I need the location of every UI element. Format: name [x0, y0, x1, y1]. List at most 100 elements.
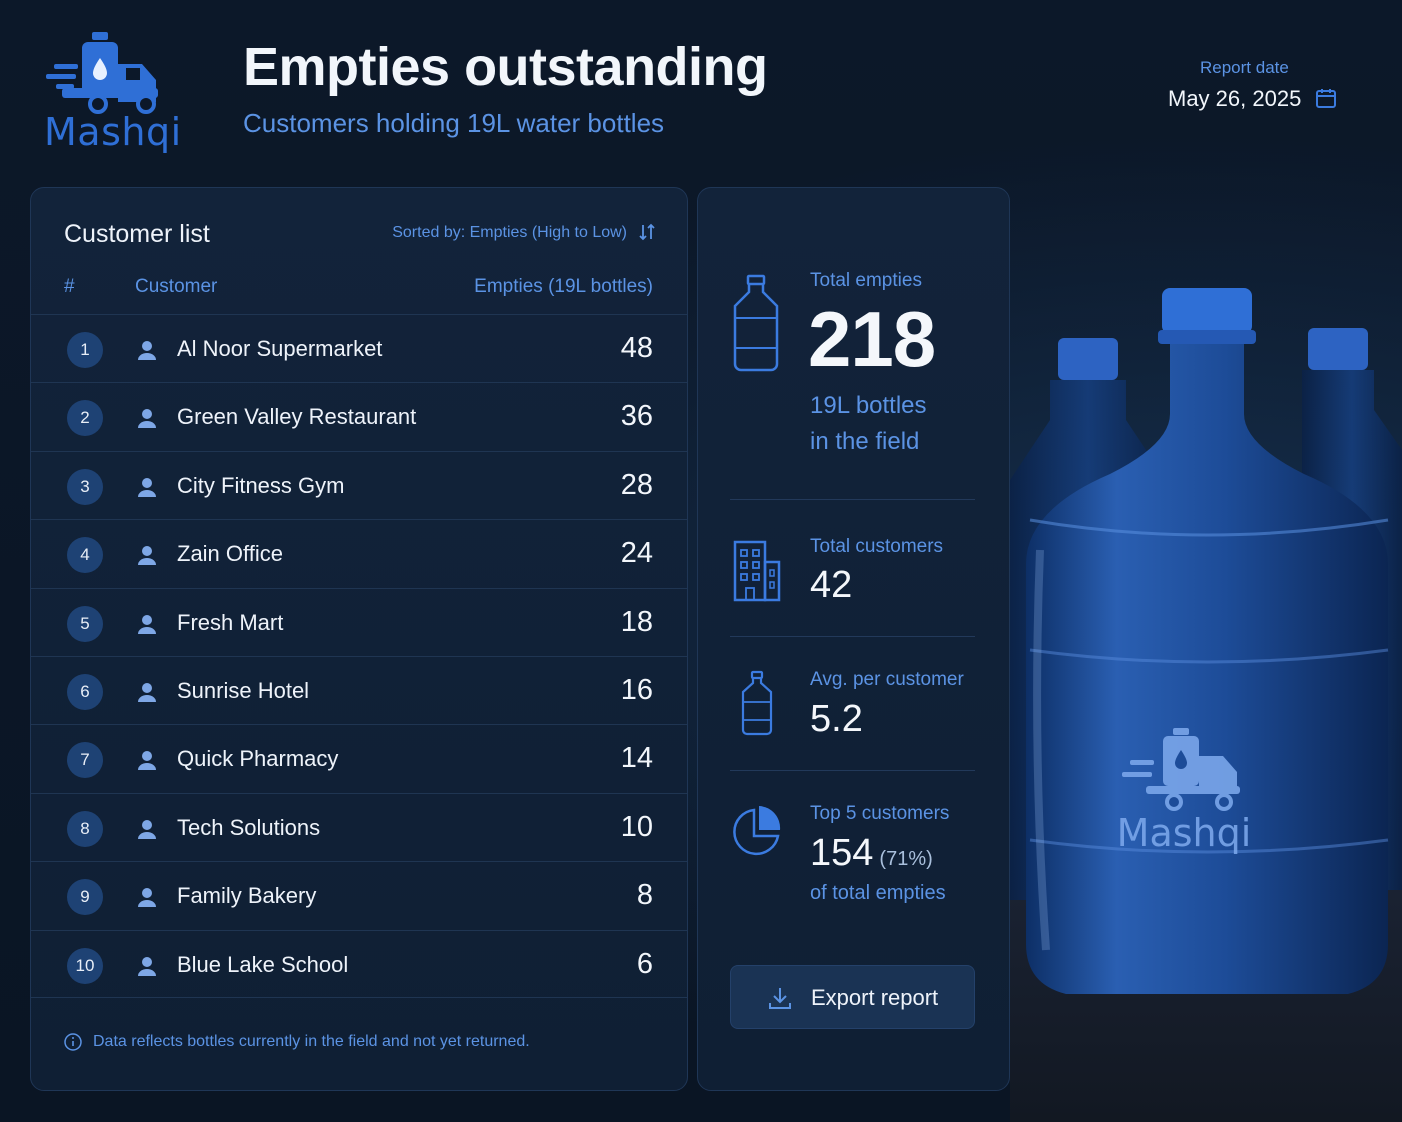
data-footnote: Data reflects bottles currently in the f… [93, 1033, 530, 1050]
empties-count: 24 [620, 537, 653, 570]
table-row[interactable]: 7 Quick Pharmacy 14 [31, 724, 687, 792]
empties-count: 28 [620, 468, 653, 501]
avg-per-customer-value: 5.2 [810, 698, 863, 740]
column-header-number: # [64, 276, 75, 297]
total-empties-label: Total empties [810, 270, 922, 291]
delivery-truck-icon [46, 32, 158, 114]
jug-highlight [1033, 549, 1050, 951]
user-icon [138, 751, 156, 771]
top5-percent: (71%) [879, 848, 933, 870]
rank-badge: 1 [67, 332, 103, 368]
user-icon [138, 409, 156, 429]
top5-label: Top 5 customers [810, 803, 950, 824]
rank-badge: 7 [67, 742, 103, 779]
customer-list-title: Customer list [64, 220, 210, 248]
table-row[interactable]: 10 Blue Lake School 6 [31, 929, 687, 998]
total-empties-sub-1: 19L bottles [810, 392, 927, 419]
rank-badge: 4 [67, 537, 103, 574]
sort-icon[interactable] [637, 222, 657, 242]
customer-name: Zain Office [177, 541, 283, 567]
table-row[interactable]: 9 Family Bakery 8 [31, 861, 687, 929]
rank-badge: 8 [67, 810, 103, 847]
table-row[interactable]: 6 Sunrise Hotel 16 [31, 655, 687, 724]
export-report-label: Export report [811, 985, 939, 1010]
table-row[interactable]: 3 City Fitness Gym 28 [31, 450, 687, 519]
rank-badge: 9 [67, 879, 103, 916]
summary-stats-panel: Total empties 218 19L bottles in the fie… [697, 187, 1010, 1091]
water-jug-image: Mashqi [1010, 288, 1402, 1122]
user-icon [138, 341, 156, 360]
table-row[interactable]: 2 Green Valley Restaurant 36 [31, 382, 687, 450]
customer-name: Blue Lake School [177, 951, 349, 977]
report-date-value[interactable]: May 26, 2025 [1168, 86, 1302, 111]
info-icon [64, 1033, 82, 1051]
calendar-icon[interactable] [1314, 86, 1338, 110]
jug-cap-ring [1158, 330, 1256, 344]
rank-badge: 5 [67, 605, 103, 642]
table-row[interactable]: 8 Tech Solutions 10 [31, 792, 687, 861]
customer-list-panel: Customer list Sorted by: Empties (High t… [30, 187, 688, 1091]
user-icon [138, 477, 156, 497]
top5-value: 154 [810, 832, 874, 874]
pie-chart-icon [733, 806, 781, 856]
customer-name: Tech Solutions [177, 814, 321, 840]
jug-logo-text: Mashqi [1117, 811, 1252, 855]
total-empties-sub-2: in the field [810, 428, 920, 455]
rank-badge: 10 [67, 947, 103, 984]
jug-body [1026, 344, 1388, 994]
small-bottle-icon [741, 670, 773, 736]
column-header-empties[interactable]: Empties (19L bottles) [474, 276, 653, 297]
customer-name: Quick Pharmacy [177, 746, 339, 772]
back-jug-cap [1058, 338, 1118, 380]
avg-per-customer-label: Avg. per customer [810, 669, 964, 690]
total-empties-value: 218 [808, 295, 936, 383]
customer-name: Sunrise Hotel [177, 677, 310, 703]
jug-cap [1162, 288, 1252, 334]
jug-logo: Mashqi [1117, 728, 1252, 855]
sort-control[interactable]: Sorted by: Empties (High to Low) [392, 224, 627, 241]
user-icon [138, 614, 156, 634]
empties-count: 6 [636, 947, 653, 980]
user-icon [138, 682, 156, 702]
table-row[interactable]: 5 Fresh Mart 18 [31, 587, 687, 656]
logo-wordmark: Mashqi [44, 110, 182, 154]
empties-count: 18 [620, 605, 653, 638]
customer-table: 1 Al Noor Supermarket 48 2 Green Valley … [31, 314, 687, 998]
rank-badge: 2 [67, 400, 103, 437]
empties-count: 14 [620, 742, 653, 775]
export-report-button[interactable]: Export report [730, 965, 975, 1029]
customer-name: Fresh Mart [177, 609, 284, 635]
table-row[interactable]: 1 Al Noor Supermarket 48 [31, 314, 687, 382]
rank-badge: 6 [67, 673, 103, 710]
back-jug-cap [1308, 328, 1368, 370]
divider [730, 636, 975, 637]
empties-count: 8 [636, 879, 653, 912]
total-customers-label: Total customers [810, 536, 944, 557]
customer-name: Al Noor Supermarket [177, 336, 383, 361]
report-date-label: Report date [1200, 58, 1289, 77]
table-row[interactable]: 4 Zain Office 24 [31, 519, 687, 587]
top5-value-line: 154 (71%) [810, 832, 933, 875]
jug-ridge [1029, 518, 1389, 537]
total-customers-value: 42 [810, 564, 853, 606]
top5-sub: of total empties [810, 882, 946, 904]
jug-ridge [1029, 648, 1389, 664]
download-icon [769, 988, 791, 1009]
divider [730, 770, 975, 771]
empties-count: 10 [620, 810, 653, 843]
page-title: Empties outstanding [243, 37, 768, 97]
page-subtitle: Customers holding 19L water bottles [243, 108, 665, 138]
customer-name: City Fitness Gym [177, 472, 345, 498]
user-icon [138, 956, 156, 976]
empties-count: 16 [620, 673, 653, 706]
jug-ridge [1029, 838, 1389, 854]
water-bottle-icon [733, 274, 779, 372]
user-icon [138, 546, 156, 566]
user-icon [138, 819, 156, 839]
divider [730, 499, 975, 500]
column-header-customer[interactable]: Customer [135, 276, 218, 297]
user-icon [138, 888, 156, 908]
customer-name: Family Bakery [177, 883, 317, 909]
rank-badge: 3 [67, 468, 103, 505]
